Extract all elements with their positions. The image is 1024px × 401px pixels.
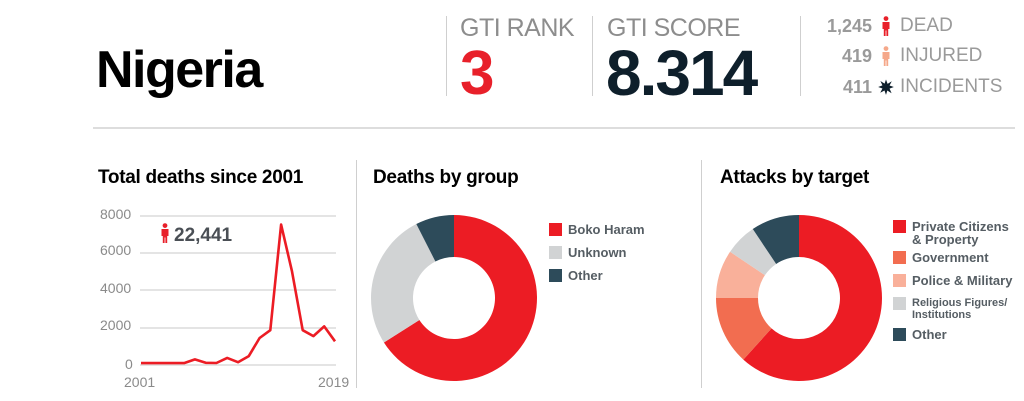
casualty-dead: 1,245 DEAD bbox=[827, 13, 1008, 39]
legend-label: Police & Military bbox=[912, 273, 1013, 288]
y-tick: 6000 bbox=[100, 242, 132, 258]
total-deaths-value: 22,441 bbox=[174, 224, 233, 246]
legend-swatch bbox=[549, 246, 562, 259]
y-tick: 0 bbox=[125, 356, 133, 372]
legend-label: Religious Figures/ Institutions bbox=[912, 297, 1008, 321]
y-tick: 4000 bbox=[100, 280, 132, 296]
legend-swatch bbox=[549, 223, 562, 236]
country-title: Nigeria bbox=[96, 41, 263, 99]
injured-count: 419 bbox=[841, 45, 872, 66]
legend-religious: Religious Figures/ Institutions bbox=[893, 297, 1018, 321]
x-tick-end: 2019 bbox=[318, 374, 350, 390]
legend-other: Other bbox=[893, 328, 947, 341]
legend-swatch bbox=[893, 251, 906, 264]
divider bbox=[356, 160, 357, 388]
deaths-line bbox=[141, 223, 337, 365]
person-icon bbox=[160, 222, 170, 249]
incidents-count: 411 bbox=[842, 76, 872, 97]
legend-swatch bbox=[549, 269, 562, 282]
casualty-injured: 419 INJURED bbox=[842, 43, 1008, 69]
divider bbox=[800, 16, 801, 96]
legend-label: Other bbox=[568, 268, 603, 283]
person-icon bbox=[878, 15, 894, 37]
legend-other: Other bbox=[549, 269, 603, 282]
donut-slice bbox=[743, 215, 882, 381]
header-divider bbox=[93, 127, 1015, 129]
explosion-icon bbox=[878, 76, 894, 98]
legend-swatch bbox=[893, 328, 906, 341]
incidents-label: INCIDENTS bbox=[900, 76, 1003, 97]
legend-boko-haram: Boko Haram bbox=[549, 223, 645, 236]
y-tick: 2000 bbox=[100, 317, 132, 333]
donut-slice bbox=[371, 224, 436, 343]
legend-swatch bbox=[893, 220, 906, 233]
legend-private-citizens: Private Citizens & Property bbox=[893, 220, 1018, 246]
y-tick: 8000 bbox=[100, 206, 132, 222]
legend-label: Government bbox=[912, 250, 989, 265]
legend-unknown: Unknown bbox=[549, 246, 627, 259]
deaths-by-group-title: Deaths by group bbox=[373, 167, 519, 188]
total-deaths-title: Total deaths since 2001 bbox=[98, 167, 304, 188]
deaths-by-group-donut bbox=[371, 215, 537, 381]
legend-label: Other bbox=[912, 327, 947, 342]
donut-slice bbox=[383, 215, 537, 381]
gti-rank-label: GTI RANK bbox=[460, 14, 575, 42]
attacks-by-target-title: Attacks by target bbox=[720, 167, 870, 188]
divider bbox=[701, 160, 702, 388]
line-chart bbox=[140, 215, 337, 366]
legend-swatch bbox=[893, 297, 906, 310]
attacks-by-target-donut bbox=[716, 215, 882, 381]
person-icon bbox=[878, 45, 894, 67]
donut-slice bbox=[716, 251, 765, 298]
donut-slice bbox=[716, 298, 772, 360]
legend-label: Boko Haram bbox=[568, 222, 645, 237]
donut-slice bbox=[752, 215, 799, 264]
legend-swatch bbox=[893, 274, 906, 287]
gti-rank-value: 3 bbox=[460, 39, 494, 108]
divider bbox=[592, 16, 593, 96]
legend-label: Private Citizens & Property bbox=[912, 219, 1009, 247]
gti-score-value: 8.314 bbox=[606, 37, 758, 109]
injured-label: INJURED bbox=[900, 45, 983, 66]
gti-score-label: GTI SCORE bbox=[607, 14, 741, 42]
dead-label: DEAD bbox=[900, 15, 953, 36]
x-tick-start: 2001 bbox=[124, 374, 156, 390]
donut-slice bbox=[730, 229, 777, 276]
legend-government: Government bbox=[893, 251, 989, 264]
casualty-incidents: 411 INCIDENTS bbox=[843, 74, 1008, 100]
total-deaths-annotation: 22,441 bbox=[160, 222, 232, 249]
legend-police-military: Police & Military bbox=[893, 274, 1012, 287]
donut-slice bbox=[416, 215, 454, 262]
legend-label: Unknown bbox=[568, 245, 627, 260]
divider bbox=[446, 16, 447, 96]
dead-count: 1,245 bbox=[826, 15, 872, 36]
